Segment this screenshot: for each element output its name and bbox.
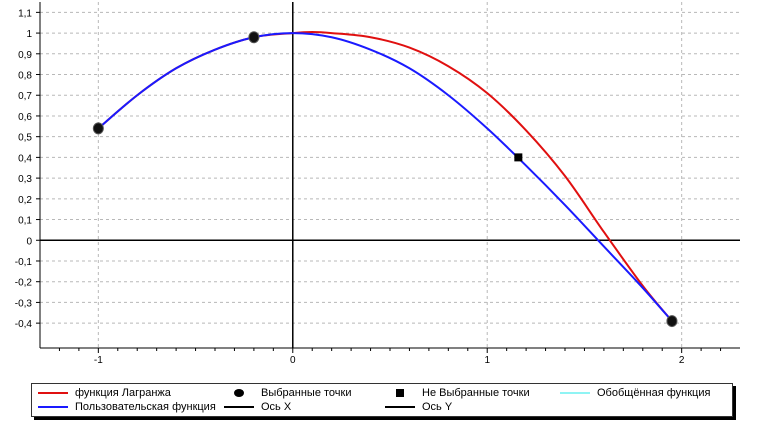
- legend-swatch: [222, 386, 256, 400]
- series-user-function-line: [97, 32, 673, 322]
- tick-label-y: 0,9: [18, 50, 32, 61]
- tick-label-x: 1: [484, 355, 490, 366]
- selected-point: [666, 315, 678, 328]
- tick-label-x: -1: [94, 355, 103, 366]
- tick-label-y: 0,4: [18, 153, 32, 164]
- legend: функция Лагранжа Выбранные точки Не Выбр…: [31, 383, 733, 417]
- legend-item: функция Лагранжа: [36, 386, 171, 400]
- legend-label: Пользовательская функция: [75, 401, 216, 413]
- points: [92, 31, 678, 328]
- legend-swatch: [383, 386, 417, 400]
- tick-label-y: 0,3: [18, 174, 32, 185]
- legend-label: Обобщённая функция: [597, 387, 711, 399]
- tick-label-y: -0,2: [15, 278, 33, 289]
- series-lagrange-line: [97, 31, 673, 322]
- legend-square-swatch: [396, 389, 404, 397]
- legend-swatch: [558, 386, 592, 400]
- tick-label-x: 0: [290, 355, 296, 366]
- legend-label: Ось Y: [422, 401, 453, 413]
- tick-label-y: 1: [26, 29, 32, 40]
- legend-item: Ось Y: [383, 400, 452, 414]
- tick-label-y: 0,7: [18, 91, 32, 102]
- unselected-point: [514, 153, 523, 162]
- legend-dot-swatch: [234, 389, 244, 397]
- legend-swatch: [36, 400, 70, 414]
- legend-label: Не Выбранные точки: [422, 387, 530, 399]
- tick-label-y: -0,1: [15, 257, 33, 268]
- tick-label-y: -0,3: [15, 298, 33, 309]
- series: [97, 31, 673, 322]
- tick-label-y: 1,1: [18, 8, 32, 19]
- tick-label-y: 0,6: [18, 112, 32, 123]
- legend-swatch: [383, 400, 417, 414]
- tick-label-y: 0,5: [18, 133, 32, 144]
- tick-label-y: 0,8: [18, 71, 32, 82]
- legend-label: Выбранные точки: [261, 387, 352, 399]
- grid: [40, 2, 740, 348]
- tick-label-y: 0,2: [18, 195, 32, 206]
- legend-item: Обобщённая функция: [558, 386, 710, 400]
- legend-item: Выбранные точки: [222, 386, 352, 400]
- legend-label: Ось X: [261, 401, 292, 413]
- axes: [36, 2, 740, 353]
- tick-label-y: 0: [26, 236, 32, 247]
- tick-label-y: 0,1: [18, 216, 32, 227]
- legend-item: Не Выбранные точки: [383, 386, 530, 400]
- tick-labels: -0,4 -0,3 -0,2 -0,1 0 0,1 0,2 0,3 0,4 0,5 0,6 0,7 0,…: [15, 8, 685, 366]
- legend-item: Пользовательская функция: [36, 400, 216, 414]
- legend-item: Ось X: [222, 400, 291, 414]
- legend-swatch: [222, 400, 256, 414]
- selected-point: [92, 122, 104, 135]
- selected-point: [248, 31, 260, 44]
- tick-label-y: -0,4: [15, 319, 33, 330]
- legend-label: функция Лагранжа: [75, 387, 171, 399]
- legend-swatch: [36, 386, 70, 400]
- tick-label-x: 2: [679, 355, 685, 366]
